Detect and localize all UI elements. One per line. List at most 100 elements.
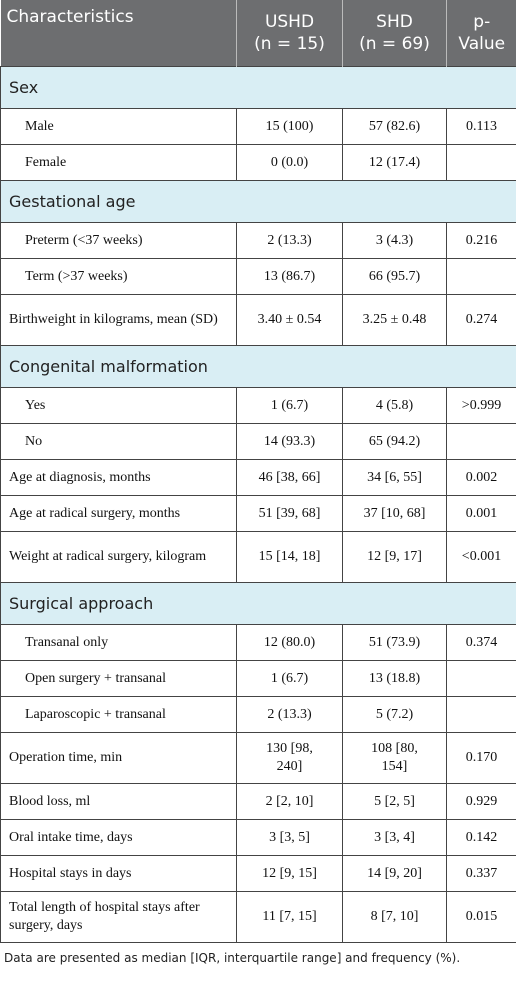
label-cell: Preterm (<37 weeks) — [0, 222, 237, 259]
label-cell: Age at radical surgery, months — [0, 495, 237, 532]
data-row: Hospital stays in days 12 [9, 15] 14 [9, 2… — [0, 855, 516, 892]
label-cell: Open surgery + transanal — [0, 660, 237, 697]
value-cell: 3 [3, 5] — [236, 819, 343, 856]
value-cell: 8 [7, 10] — [342, 891, 447, 943]
value-cell: 3.25 ± 0.48 — [342, 294, 447, 346]
section-row: Gestational age — [0, 180, 516, 223]
label-cell: Operation time, min — [0, 732, 237, 784]
data-row: Laparoscopic + transanal 2 (13.3) 5 (7.2) — [0, 696, 516, 733]
value-cell: 0.374 — [446, 624, 516, 661]
table-body: Sex Male 15 (100) 57 (82.6) 0.113 Female 0 (0.… — [0, 66, 516, 943]
data-row: Open surgery + transanal 1 (6.7) 13 (18.8) — [0, 660, 516, 697]
value-cell: 130 [98, 240] — [236, 732, 343, 784]
data-row: Birthweight in kilograms, mean (SD) 3.40 … — [0, 294, 516, 346]
data-row: Age at diagnosis, months 46 [38, 66] 34 [6… — [0, 459, 516, 496]
value-cell: 65 (94.2) — [342, 423, 447, 460]
value-cell: 3.40 ± 0.54 — [236, 294, 343, 346]
value-cell: 0.002 — [446, 459, 516, 496]
value-cell: 66 (95.7) — [342, 258, 447, 295]
header-text: SHD — [376, 12, 413, 32]
value-cell: 15 [14, 18] — [236, 531, 343, 583]
header-cell: Characteristics — [0, 0, 237, 67]
value-cell: 14 [9, 20] — [342, 855, 447, 892]
header-text: p- — [473, 12, 491, 32]
value-cell: 2 (13.3) — [236, 696, 343, 733]
value-cell: 4 (5.8) — [342, 387, 447, 424]
value-cell: 12 (17.4) — [342, 144, 447, 181]
section-row: Congenital malformation — [0, 345, 516, 388]
data-row: Preterm (<37 weeks) 2 (13.3) 3 (4.3) 0.216 — [0, 222, 516, 259]
value-cell: 5 (7.2) — [342, 696, 447, 733]
label-cell: Female — [0, 144, 237, 181]
label-cell: Age at diagnosis, months — [0, 459, 237, 496]
value-cell: 2 (13.3) — [236, 222, 343, 259]
section-title: Congenital malformation — [0, 345, 516, 388]
header-text: Characteristics — [6, 7, 134, 27]
value-cell: 3 [3, 4] — [342, 819, 447, 856]
header-text: Value — [458, 34, 506, 54]
value-cell: 0.929 — [446, 783, 516, 820]
value-cell: 3 (4.3) — [342, 222, 447, 259]
section-title: Surgical approach — [0, 582, 516, 625]
data-row: Transanal only 12 (80.0) 51 (73.9) 0.374 — [0, 624, 516, 661]
value-cell — [446, 696, 516, 733]
data-row: No 14 (93.3) 65 (94.2) — [0, 423, 516, 460]
value-cell: 13 (86.7) — [236, 258, 343, 295]
value-cell: >0.999 — [446, 387, 516, 424]
value-cell: 0.337 — [446, 855, 516, 892]
value-cell: 12 [9, 17] — [342, 531, 447, 583]
value-cell: 34 [6, 55] — [342, 459, 447, 496]
value-cell: 108 [80, 154] — [342, 732, 447, 784]
data-row: Yes 1 (6.7) 4 (5.8) >0.999 — [0, 387, 516, 424]
value-cell: 11 [7, 15] — [236, 891, 343, 943]
value-cell: 0.274 — [446, 294, 516, 346]
value-cell: 37 [10, 68] — [342, 495, 447, 532]
data-row: Operation time, min 130 [98, 240] 108 [80,… — [0, 732, 516, 784]
value-cell: 51 (73.9) — [342, 624, 447, 661]
header-cell: SHD (n = 69) — [342, 0, 447, 67]
label-cell: Weight at radical surgery, kilogram — [0, 531, 237, 583]
value-cell: 1 (6.7) — [236, 387, 343, 424]
label-cell: Yes — [0, 387, 237, 424]
label-cell: Male — [0, 108, 237, 145]
value-cell: 0.015 — [446, 891, 516, 943]
value-cell: 13 (18.8) — [342, 660, 447, 697]
value-cell — [446, 423, 516, 460]
header-text: (n = 15) — [254, 34, 325, 54]
label-cell: Blood loss, ml — [0, 783, 237, 820]
label-cell: Term (>37 weeks) — [0, 258, 237, 295]
data-row: Weight at radical surgery, kilogram 15 [1… — [0, 531, 516, 583]
value-cell: 0.001 — [446, 495, 516, 532]
header-text: (n = 69) — [359, 34, 430, 54]
data-row: Oral intake time, days 3 [3, 5] 3 [3, 4] 0.… — [0, 819, 516, 856]
data-table: Characteristics USHD (n = 15) SHD (n = 69) p-… — [0, 0, 516, 943]
label-cell: Total length of hospital stays after sur… — [0, 891, 237, 943]
data-row: Female 0 (0.0) 12 (17.4) — [0, 144, 516, 181]
value-cell — [446, 258, 516, 295]
value-cell: 0.142 — [446, 819, 516, 856]
label-cell: Laparoscopic + transanal — [0, 696, 237, 733]
value-cell — [446, 144, 516, 181]
data-row: Blood loss, ml 2 [2, 10] 5 [2, 5] 0.929 — [0, 783, 516, 820]
value-cell: 12 (80.0) — [236, 624, 343, 661]
value-cell: 1 (6.7) — [236, 660, 343, 697]
header-row: Characteristics USHD (n = 15) SHD (n = 69) p-… — [0, 0, 516, 67]
value-cell: 0.170 — [446, 732, 516, 784]
section-row: Sex — [0, 66, 516, 109]
value-cell: <0.001 — [446, 531, 516, 583]
data-row: Total length of hospital stays after sur… — [0, 891, 516, 943]
data-row: Term (>37 weeks) 13 (86.7) 66 (95.7) — [0, 258, 516, 295]
value-cell: 0.216 — [446, 222, 516, 259]
label-cell: Oral intake time, days — [0, 819, 237, 856]
value-cell: 57 (82.6) — [342, 108, 447, 145]
header-text: USHD — [264, 12, 315, 32]
label-cell: No — [0, 423, 237, 460]
value-cell: 0 (0.0) — [236, 144, 343, 181]
value-cell: 2 [2, 10] — [236, 783, 343, 820]
footnote: Data are presented as median [IQR, inter… — [4, 951, 461, 965]
header-cell: USHD (n = 15) — [236, 0, 343, 67]
value-cell: 46 [38, 66] — [236, 459, 343, 496]
value-cell — [446, 660, 516, 697]
